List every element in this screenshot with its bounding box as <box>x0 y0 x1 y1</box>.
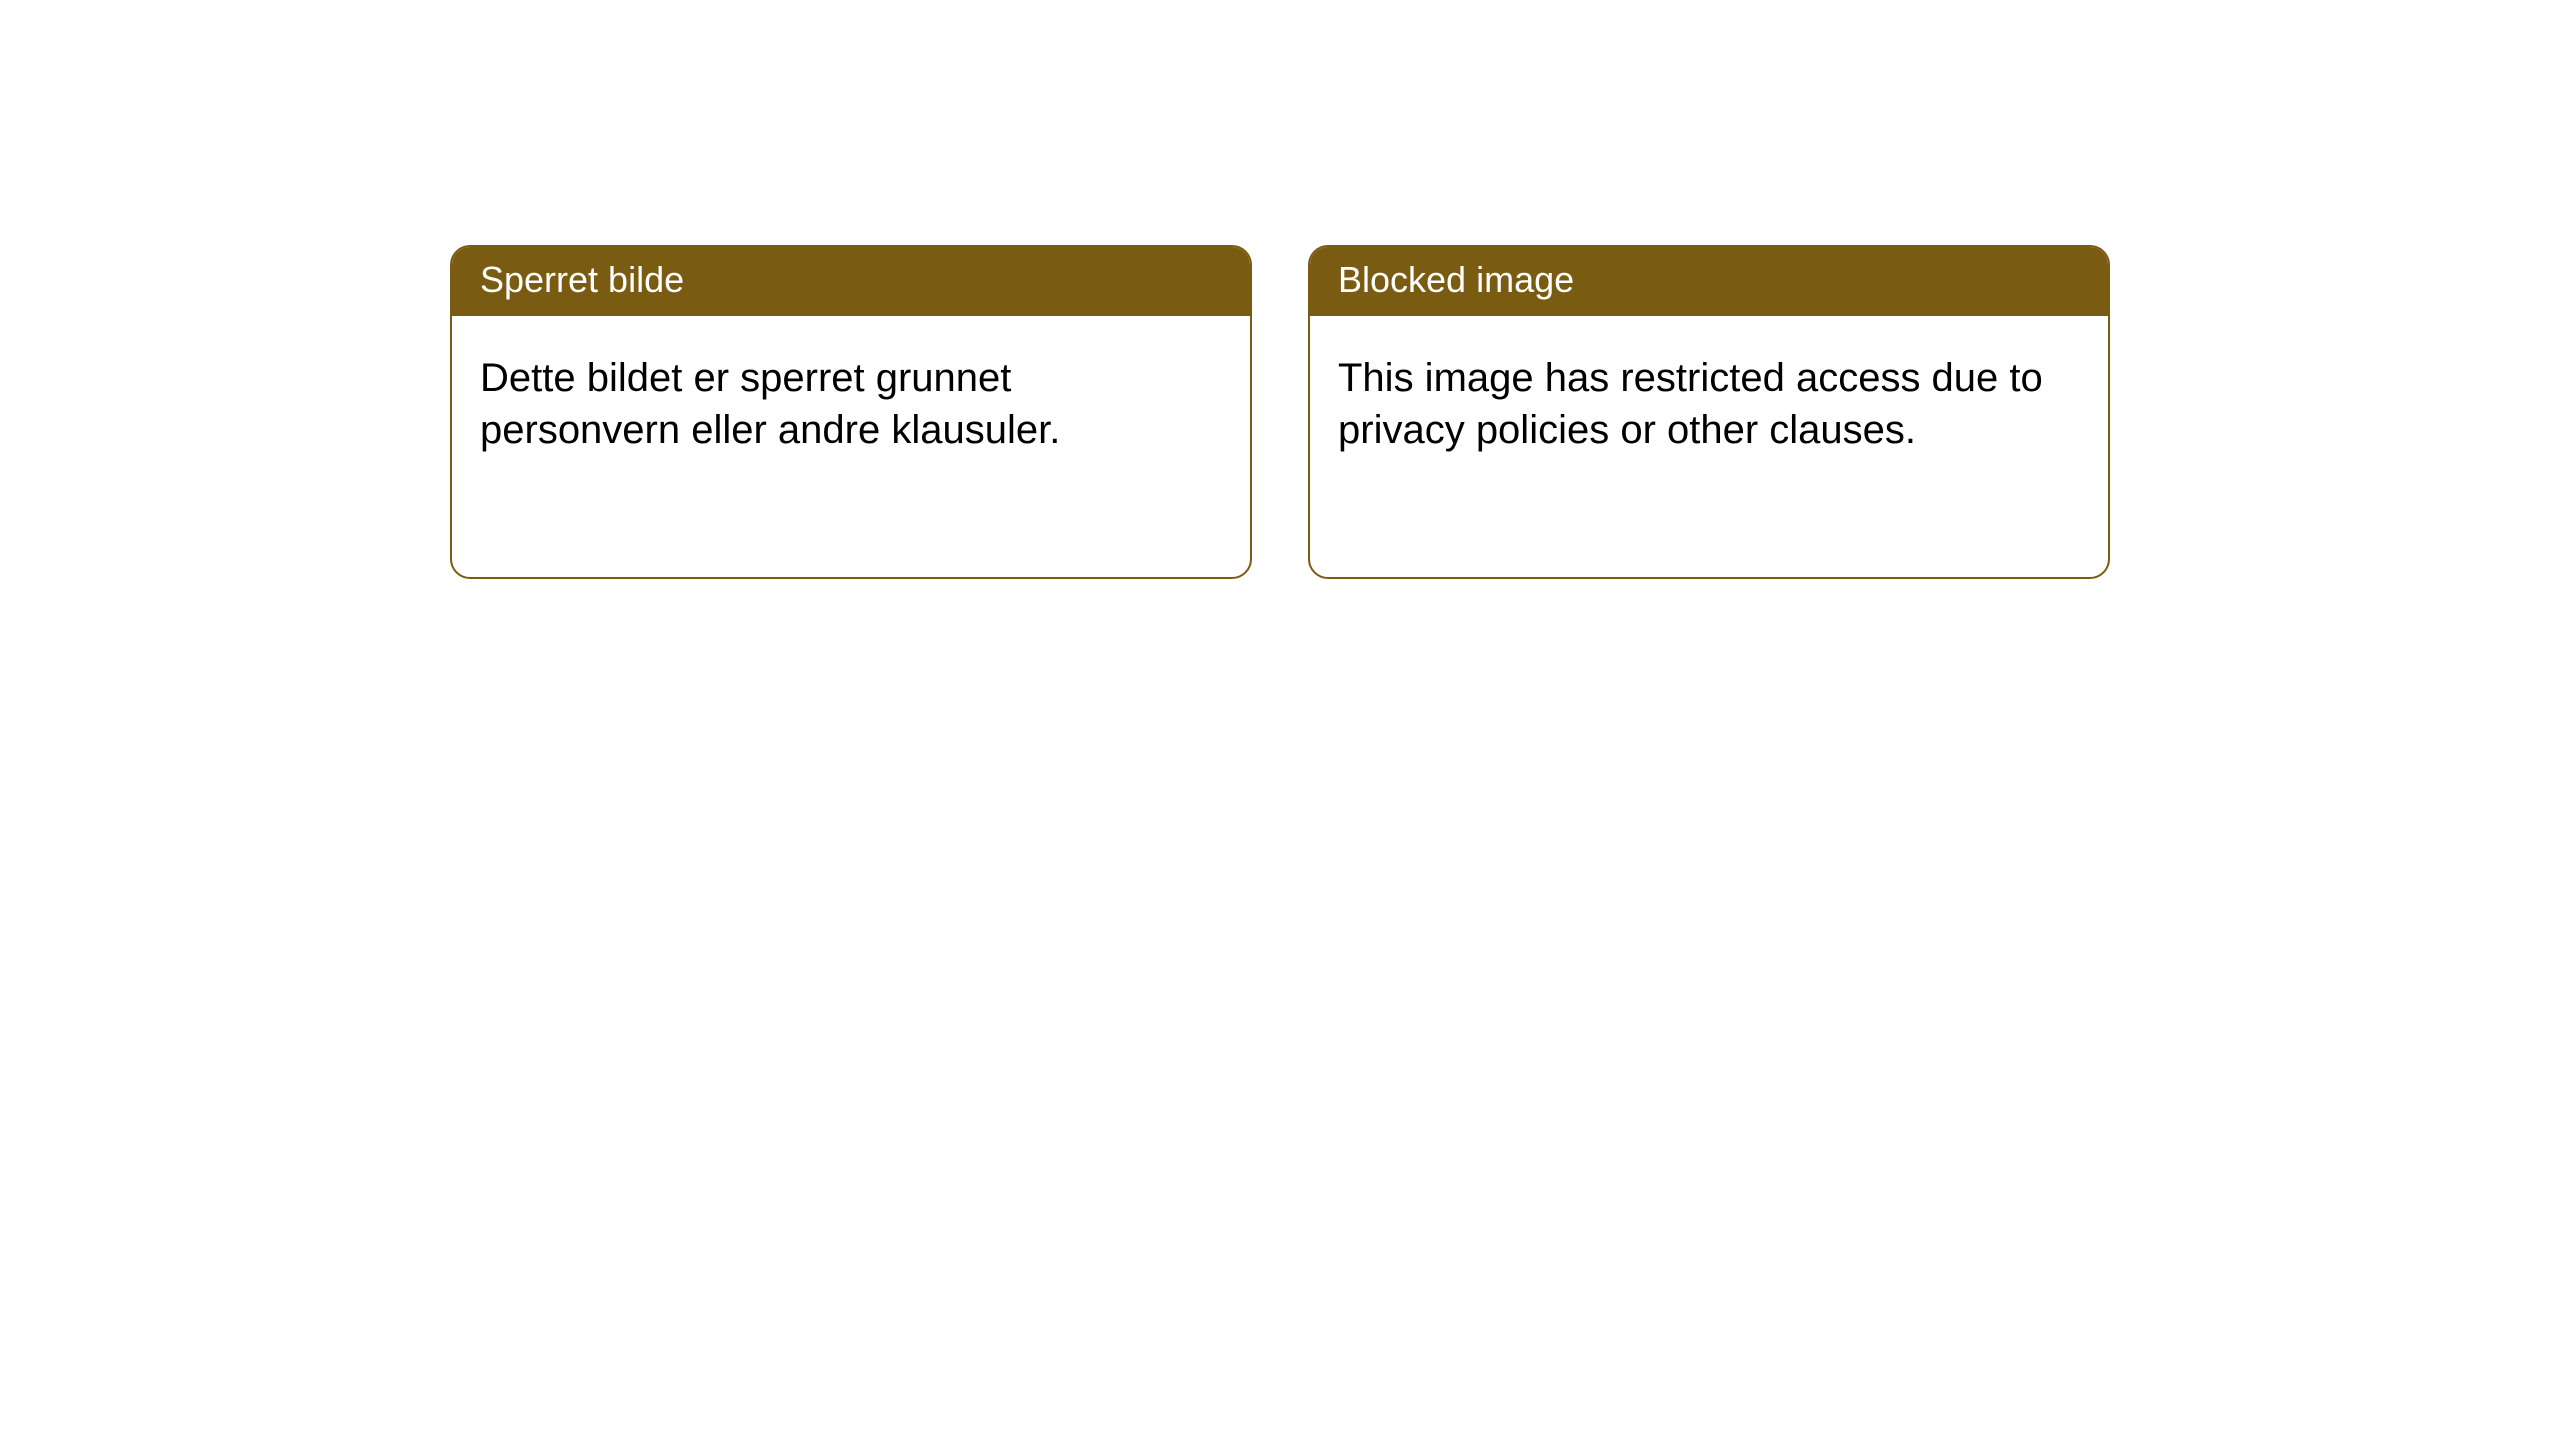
blocked-image-card-no: Sperret bilde Dette bildet er sperret gr… <box>450 245 1252 579</box>
card-body: Dette bildet er sperret grunnet personve… <box>452 316 1250 484</box>
card-header: Sperret bilde <box>452 247 1250 316</box>
cards-container: Sperret bilde Dette bildet er sperret gr… <box>0 0 2560 579</box>
card-header: Blocked image <box>1310 247 2108 316</box>
card-title: Sperret bilde <box>480 259 684 300</box>
card-body: This image has restricted access due to … <box>1310 316 2108 484</box>
card-title: Blocked image <box>1338 259 1574 300</box>
card-body-text: This image has restricted access due to … <box>1338 356 2043 452</box>
card-body-text: Dette bildet er sperret grunnet personve… <box>480 356 1060 452</box>
blocked-image-card-en: Blocked image This image has restricted … <box>1308 245 2110 579</box>
